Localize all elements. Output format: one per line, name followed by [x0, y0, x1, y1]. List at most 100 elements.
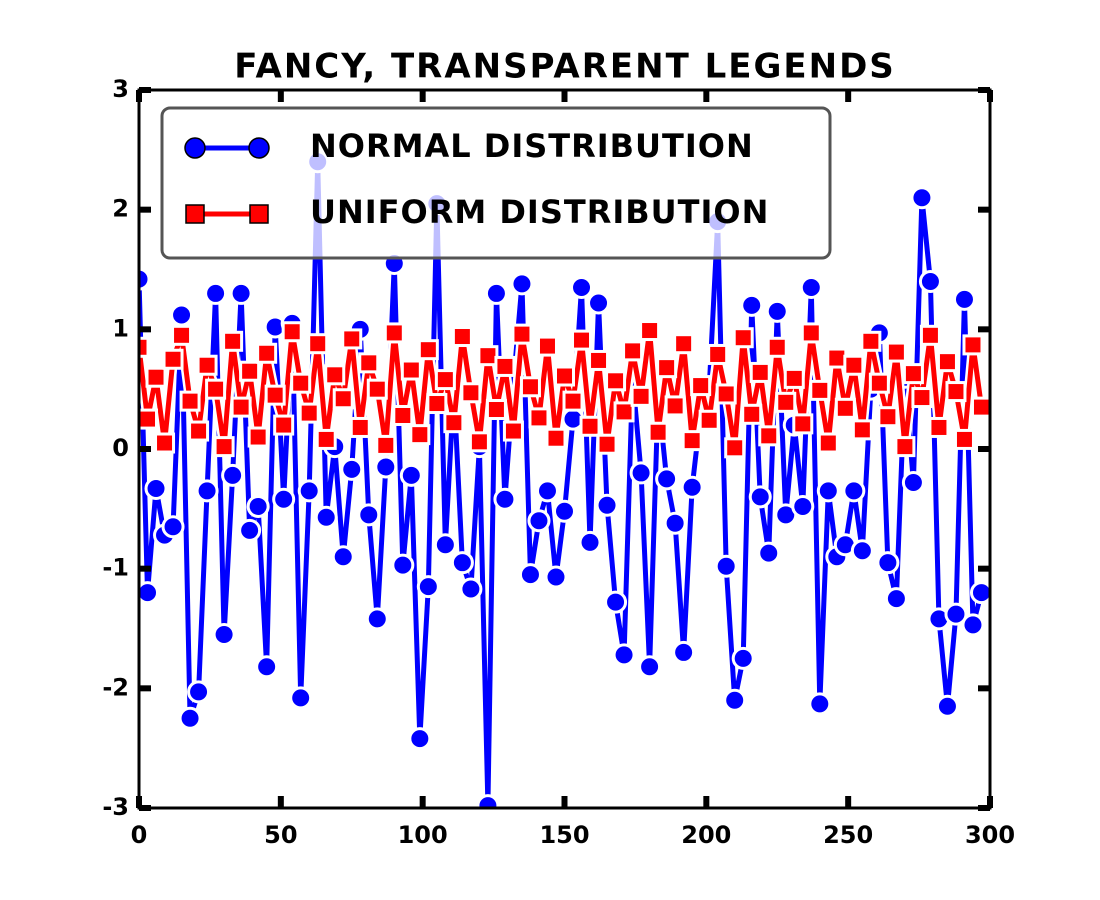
circle-marker	[535, 479, 559, 503]
square-marker	[639, 320, 661, 342]
square-marker	[205, 378, 227, 400]
square-marker	[375, 434, 397, 456]
square-marker	[588, 349, 610, 371]
circle-marker	[518, 563, 542, 587]
y-tick-label: 1	[112, 314, 129, 342]
square-marker	[434, 369, 456, 391]
circle-marker	[357, 503, 381, 527]
circle-marker	[918, 269, 942, 293]
circle-marker	[816, 479, 840, 503]
square-marker	[724, 437, 746, 459]
square-marker	[145, 366, 167, 388]
circle-marker	[629, 461, 653, 485]
circle-marker	[476, 794, 500, 808]
x-tick-label: 100	[398, 821, 448, 849]
legend-marker	[249, 204, 269, 224]
y-tick-label: -1	[102, 554, 129, 582]
circle-marker	[340, 457, 364, 481]
x-tick-label: 150	[539, 821, 589, 849]
circle-marker	[944, 602, 968, 626]
square-marker	[213, 436, 235, 458]
circle-marker	[952, 287, 976, 311]
square-marker	[528, 407, 550, 429]
x-tick-label: 300	[965, 821, 1015, 849]
circle-marker	[969, 581, 990, 605]
square-marker	[485, 399, 507, 421]
square-marker	[715, 383, 737, 405]
square-marker	[741, 403, 763, 425]
square-marker	[809, 379, 831, 401]
circle-marker	[587, 291, 611, 315]
circle-marker	[723, 688, 747, 712]
circle-marker	[161, 515, 185, 539]
square-marker	[545, 427, 567, 449]
circle-marker	[876, 551, 900, 575]
square-marker	[919, 324, 941, 346]
square-marker	[775, 391, 797, 413]
square-marker	[162, 348, 184, 370]
circle-marker	[935, 694, 959, 718]
square-marker	[264, 384, 286, 406]
square-marker	[139, 336, 150, 358]
circle-marker	[842, 479, 866, 503]
legend-marker	[184, 137, 206, 159]
y-tick-label: -3	[102, 793, 129, 821]
circle-marker	[493, 487, 517, 511]
y-tick-label: 2	[112, 195, 129, 223]
square-marker	[647, 421, 669, 443]
square-marker	[605, 370, 627, 392]
circle-marker	[187, 680, 211, 704]
series-line	[139, 328, 984, 451]
square-marker	[451, 326, 473, 348]
square-marker	[460, 382, 482, 404]
square-marker	[171, 324, 193, 346]
x-tick-label: 50	[264, 821, 297, 849]
square-marker	[860, 330, 882, 352]
square-marker	[732, 327, 754, 349]
circle-marker	[791, 494, 815, 518]
circle-marker	[246, 494, 270, 518]
y-tick-label: 3	[112, 75, 129, 103]
square-marker	[196, 354, 218, 376]
circle-marker	[459, 577, 483, 601]
square-marker	[281, 321, 303, 343]
circle-marker	[740, 293, 764, 317]
circle-marker	[433, 533, 457, 557]
y-tick-label: -2	[102, 673, 129, 701]
circle-marker	[289, 686, 313, 710]
square-marker	[953, 428, 975, 450]
square-marker	[239, 360, 261, 382]
square-marker	[298, 402, 320, 424]
square-marker	[502, 420, 524, 442]
circle-marker	[374, 455, 398, 479]
circle-marker	[416, 575, 440, 599]
square-marker	[681, 430, 703, 452]
square-marker	[962, 334, 984, 356]
circle-marker	[808, 692, 832, 716]
square-marker	[579, 415, 601, 437]
square-marker	[273, 414, 295, 436]
circle-marker	[255, 655, 279, 679]
square-marker	[409, 424, 431, 446]
square-marker	[630, 385, 652, 407]
square-marker	[613, 401, 635, 423]
square-marker	[851, 419, 873, 441]
circle-marker	[757, 541, 781, 565]
square-marker	[358, 352, 380, 374]
square-marker	[443, 412, 465, 434]
circle-marker	[570, 275, 594, 299]
square-marker	[349, 416, 371, 438]
square-marker	[477, 345, 499, 367]
circle-marker	[765, 299, 789, 323]
legend-label: NORMAL DISTRIBUTION	[310, 127, 754, 165]
square-marker	[315, 428, 337, 450]
y-tick-label: 0	[112, 434, 129, 462]
x-tick-label: 200	[681, 821, 731, 849]
circle-marker	[484, 281, 508, 305]
square-marker	[868, 372, 890, 394]
circle-marker	[748, 485, 772, 509]
square-marker	[400, 359, 422, 381]
square-marker	[417, 339, 439, 361]
circle-marker	[544, 565, 568, 589]
square-marker	[690, 375, 712, 397]
